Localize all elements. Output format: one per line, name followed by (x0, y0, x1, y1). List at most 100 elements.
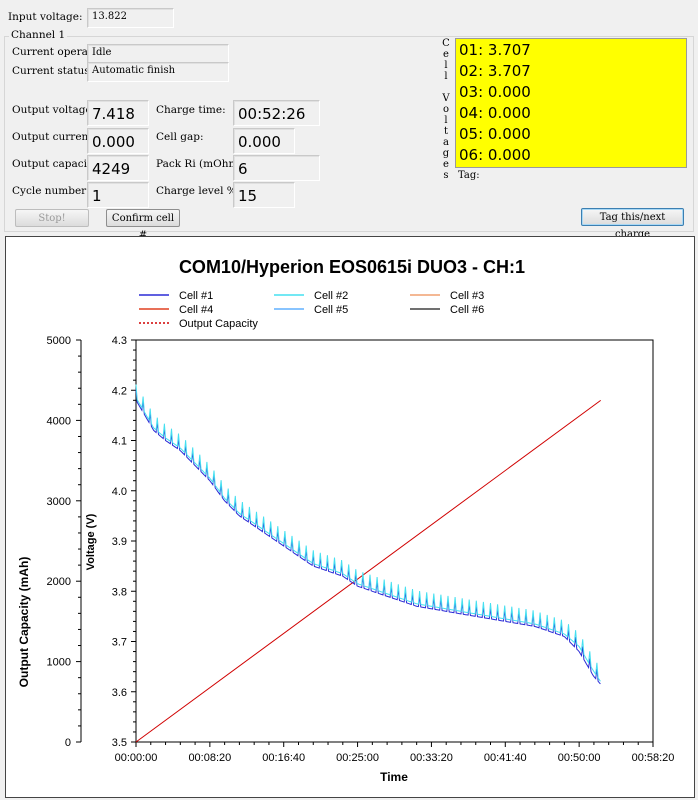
capacity-tick-label: 2000 (47, 576, 71, 588)
stop-button[interactable]: Stop! (15, 209, 89, 227)
current-status-label: Current status: (12, 65, 94, 77)
chart-svg: COM10/Hyperion EOS0615i DUO3 - CH:1 Cell… (17, 257, 675, 784)
legend-label: Output Capacity (179, 318, 258, 330)
cell-gap-label: Cell gap: (156, 131, 204, 143)
output-voltage-label: Output voltage: (12, 104, 96, 116)
voltage-tick-label: 4.1 (112, 436, 127, 448)
capacity-tick-label: 0 (65, 737, 71, 749)
pack-ri-label: Pack Ri (mOhm) (156, 158, 243, 170)
output-current-field: 0.000 (87, 128, 149, 154)
input-voltage-label: Input voltage: (8, 11, 83, 23)
cell-voltage-row: 04: 0.000 (459, 104, 531, 122)
vertical-char: t (443, 126, 449, 137)
series-line (135, 399, 601, 743)
output-voltage-field: 7.418 (87, 100, 149, 126)
input-voltage-field: 13.822 (87, 8, 174, 28)
chart-axes: 5000 4000 3000 2000 1000 0 3.5 3.6 3.7 3.8 3.9 4.0 4… (47, 335, 675, 764)
vertical-char: s (443, 170, 449, 181)
current-operation-value: Idle (92, 47, 112, 58)
voltage-tick-label: 3.6 (112, 687, 127, 699)
capacity-tick-label: 3000 (47, 496, 71, 508)
legend-label: Cell #5 (314, 304, 348, 316)
left-axis-label: Output Capacity (mAh) (17, 557, 31, 688)
vertical-char: e (443, 49, 449, 60)
current-operation-field: Idle (87, 44, 229, 64)
x-tick-label: 00:50:00 (558, 752, 601, 764)
output-capacity-field: 4249 (87, 155, 149, 181)
channel-label: Channel 1 (9, 29, 68, 41)
charge-time-label: Charge time: (156, 104, 226, 116)
x-tick-label: 00:00:00 (115, 752, 158, 764)
tag-charge-button[interactable]: Tag this/next charge (581, 208, 684, 240)
input-voltage-value: 13.822 (92, 11, 127, 22)
plot-border (135, 339, 654, 743)
vertical-char: V (442, 93, 450, 104)
voltage-tick-label: 3.5 (112, 737, 127, 749)
voltage-tick-label: 3.8 (112, 586, 127, 598)
capacity-tick-label: 1000 (47, 657, 71, 669)
charge-level-value: 15 (238, 187, 258, 205)
legend-label: Cell #6 (450, 304, 484, 316)
current-status-field: Automatic finish (87, 62, 229, 82)
vertical-char: o (442, 104, 450, 115)
charge-level-field: 15 (233, 182, 295, 208)
legend-label: Cell #2 (314, 290, 348, 302)
channel-group (4, 36, 694, 232)
vertical-char: a (443, 137, 449, 148)
x-tick-label: 00:33:20 (410, 752, 453, 764)
vertical-char: l (444, 60, 448, 71)
right-axis-label: Voltage (V) (85, 513, 97, 570)
charge-level-label: Charge level % (156, 185, 237, 197)
cell-voltage-row: 05: 0.000 (459, 125, 531, 143)
vertical-char: l (444, 115, 448, 126)
vertical-char: e (443, 159, 449, 170)
legend-label: Cell #1 (179, 290, 213, 302)
capacity-tick-label: 4000 (47, 415, 71, 427)
cycle-number-field: 1 (87, 182, 149, 208)
chart-frame: COM10/Hyperion EOS0615i DUO3 - CH:1 Cell… (5, 236, 695, 798)
chart-legend: Cell #1 Cell #2 Cell #3 Cell #4 Cell #5 Cell … (139, 290, 484, 330)
cell-gap-field: 0.000 (233, 128, 295, 154)
voltage-tick-label: 3.7 (112, 637, 127, 649)
output-capacity-label: Output capacity: (12, 158, 101, 170)
chart-series (135, 384, 601, 743)
legend-label: Cell #3 (450, 290, 484, 302)
x-tick-label: 00:08:20 (188, 752, 231, 764)
cell-voltage-row: 02: 3.707 (459, 62, 531, 80)
pack-ri-value: 6 (238, 160, 248, 178)
x-tick-label: 00:58:20 (632, 752, 675, 764)
confirm-cell-button[interactable]: Confirm cell # (106, 209, 180, 241)
current-status-value: Automatic finish (92, 65, 176, 76)
chart-title: COM10/Hyperion EOS0615i DUO3 - CH:1 (179, 257, 525, 277)
output-current-label: Output current: (12, 131, 97, 143)
legend-label: Cell #4 (179, 304, 213, 316)
voltage-tick-label: 4.2 (112, 385, 127, 397)
voltage-tick-label: 3.9 (112, 536, 127, 548)
charge-time-field: 00:52:26 (233, 100, 320, 126)
output-voltage-value: 7.418 (92, 105, 135, 123)
vertical-char: g (442, 148, 450, 159)
cell-voltage-row: 03: 0.000 (459, 83, 531, 101)
charge-time-value: 00:52:26 (238, 105, 306, 123)
capacity-tick-label: 5000 (47, 335, 71, 347)
vertical-char: l (444, 71, 448, 82)
voltage-tick-label: 4.0 (112, 486, 127, 498)
cell-voltages-panel: 01: 3.707 02: 3.707 03: 0.000 04: 0.000 … (455, 38, 687, 168)
cell-voltage-row: 01: 3.707 (459, 41, 531, 59)
cell-gap-value: 0.000 (238, 133, 281, 151)
x-tick-label: 00:41:40 (484, 752, 527, 764)
x-tick-label: 00:16:40 (262, 752, 305, 764)
series-line (135, 384, 601, 682)
x-axis-label: Time (380, 770, 408, 784)
output-capacity-value: 4249 (92, 160, 131, 178)
cycle-number-value: 1 (92, 187, 102, 205)
cell-voltage-row: 06: 0.000 (459, 146, 531, 164)
x-tick-label: 00:25:00 (336, 752, 379, 764)
pack-ri-field: 6 (233, 155, 320, 181)
voltage-tick-label: 4.3 (112, 335, 127, 347)
output-current-value: 0.000 (92, 133, 135, 151)
tag-label: Tag: (458, 170, 480, 181)
vertical-char: C (442, 38, 450, 49)
cycle-number-label: Cycle number: (12, 185, 90, 197)
series-line (135, 389, 601, 685)
